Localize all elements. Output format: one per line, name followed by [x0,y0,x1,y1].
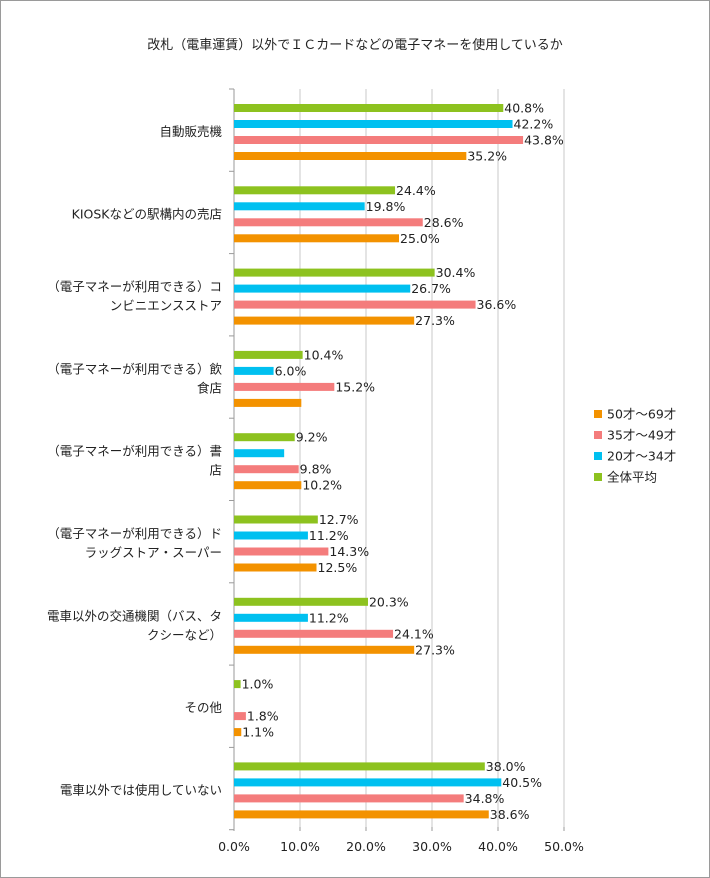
bar-2-6 [234,629,394,638]
category-label: 店 [209,463,222,478]
value-label: 15.2% [335,379,375,394]
value-label: 1.0% [242,677,274,692]
bar-1-6 [234,613,308,622]
bar-1-2 [234,284,411,293]
bar-3-5 [234,563,317,572]
legend-label: 全体平均 [607,470,657,485]
legend-label: 50才～69才 [607,407,676,422]
value-label: 28.6% [424,215,464,230]
value-label: 34.8% [465,791,505,806]
value-label: 1.8% [247,709,279,724]
bar-1-5 [234,531,308,540]
bar-0-4 [234,433,295,442]
bar-3-1 [234,234,399,243]
category-label: （電子マネーが利用できる）コ [47,279,222,294]
value-label: 35.2% [467,149,507,164]
value-label: 10.2% [302,478,342,493]
legend-swatch [594,410,602,418]
value-label: 12.5% [318,560,358,575]
value-label: 25.0% [400,231,440,246]
value-label: 26.7% [411,281,451,296]
legend-label: 35才～49才 [607,428,676,443]
value-label: 20.3% [369,594,409,609]
category-label: （電子マネーが利用できる）書 [47,444,222,459]
legend-swatch [594,452,602,460]
value-label: 42.2% [514,117,554,132]
legend-label: 20才～34才 [607,449,676,464]
bar-2-5 [234,547,329,556]
value-label: 27.3% [415,642,455,657]
bar-3-8 [234,810,489,819]
bar-0-5 [234,515,318,524]
value-label: 9.2% [296,430,328,445]
bar-1-3 [234,366,274,375]
bar-0-3 [234,350,303,359]
bar-1-0 [234,120,513,128]
bar-3-4 [234,481,302,490]
chart-title: 改札（電車運賃）以外でＩＣカードなどの電子マネーを使用しているか [147,38,563,53]
value-label: 11.2% [309,610,349,625]
category-label: その他 [184,700,222,715]
x-tick-label: 10.0% [280,839,320,854]
category-label: 電車以外では使用していない [60,782,222,797]
bar-2-7 [234,712,246,721]
category-label: 電車以外の交通機関（バス、タ [47,608,222,623]
value-label: 38.6% [490,807,530,822]
category-label: 自動販売機 [159,124,222,139]
bar-1-1 [234,202,365,211]
bar-2-3 [234,382,335,391]
bar-3-2 [234,316,415,325]
value-label: 40.5% [502,775,542,790]
bar-0-0 [234,104,504,112]
category-label: クシーなど） [147,627,222,642]
value-label: 38.0% [486,759,526,774]
category-label: （電子マネーが利用できる）飲 [47,361,222,376]
category-label: （電子マネーが利用できる）ド [47,526,222,541]
bar-3-3 [234,398,302,407]
bar-0-6 [234,597,368,606]
x-tick-label: 20.0% [346,839,386,854]
value-label: 27.3% [415,313,455,328]
bar-2-4 [234,465,299,474]
bar-0-8 [234,762,485,771]
category-label: ンビニエンスストア [110,298,222,313]
value-label: 11.2% [309,528,349,543]
value-label: 40.8% [504,101,544,116]
value-label: 24.1% [394,626,434,641]
bar-1-4 [234,449,285,458]
x-tick-label: 50.0% [544,839,584,854]
bar-2-1 [234,218,423,227]
category-label: 食店 [197,380,222,395]
legend-swatch [594,473,602,481]
x-tick-label: 0.0% [218,839,250,854]
x-tick-label: 30.0% [412,839,452,854]
bar-0-7 [234,680,241,689]
value-label: 43.8% [524,133,564,148]
bar-3-0 [234,152,467,160]
category-label: ラッグストア・スーパー [85,545,222,560]
legend-swatch [594,431,602,439]
value-label: 36.6% [477,297,517,312]
value-label: 12.7% [319,512,359,527]
value-label: 14.3% [329,544,369,559]
bar-1-8 [234,778,502,787]
value-label: 6.0% [275,363,307,378]
value-label: 9.8% [300,462,332,477]
category-label: KIOSKなどの駅構内の売店 [72,206,222,221]
value-label: 1.1% [242,725,274,740]
bar-3-6 [234,645,415,654]
bar-2-0 [234,136,524,144]
bar-2-2 [234,300,476,309]
value-label: 30.4% [436,265,476,280]
bar-0-1 [234,186,396,195]
value-label: 19.8% [366,199,406,214]
value-label: 10.4% [304,347,344,362]
bar-3-7 [234,728,242,737]
bar-0-2 [234,268,435,277]
x-tick-label: 40.0% [478,839,518,854]
bar-2-8 [234,794,464,803]
value-label: 24.4% [396,183,436,198]
